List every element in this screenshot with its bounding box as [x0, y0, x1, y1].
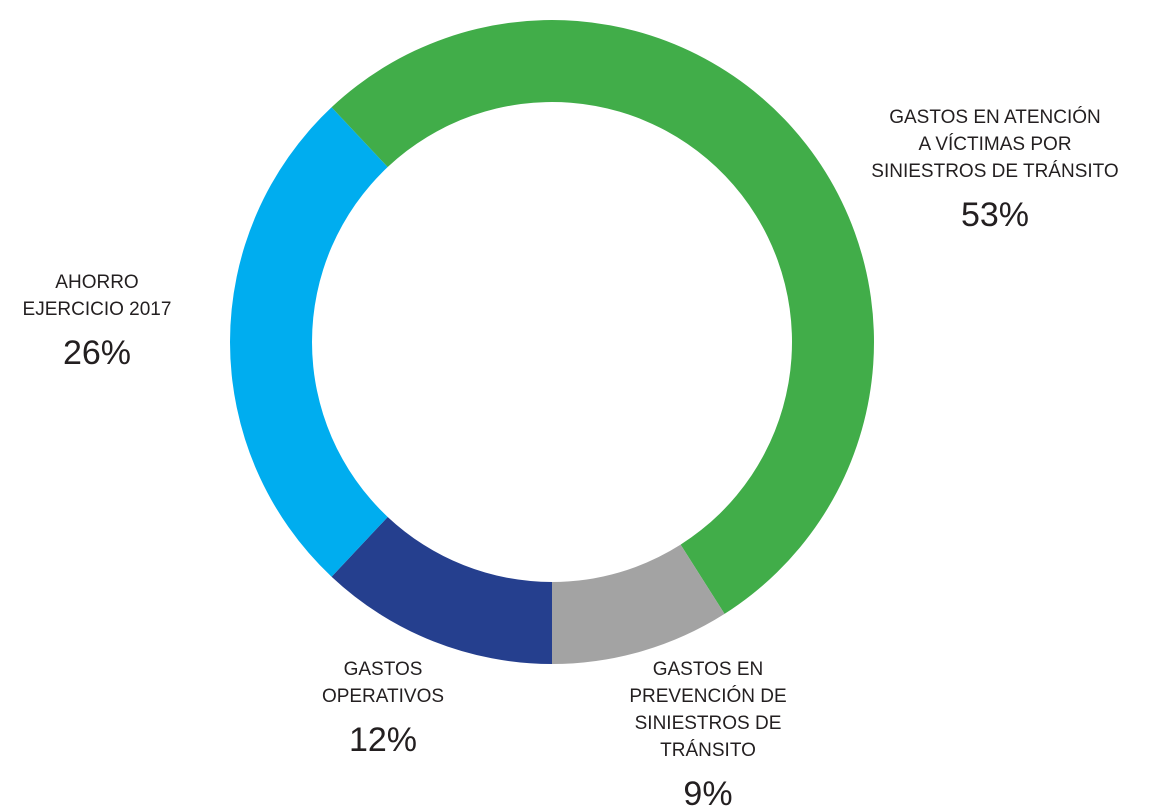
segment-label: AHORRO	[55, 272, 138, 293]
segment-value: 26%	[63, 334, 131, 372]
donut-segment	[331, 19, 875, 614]
segment-label: TRÁNSITO	[660, 740, 756, 761]
donut-segment	[229, 107, 388, 577]
segment-label: A VÍCTIMAS POR	[918, 134, 1071, 155]
segment-label: GASTOS EN	[653, 659, 764, 680]
segment-label: EJERCICIO 2017	[23, 299, 172, 320]
donut-segment	[331, 516, 552, 664]
segment-label: SINIESTROS DE TRÁNSITO	[871, 161, 1118, 182]
segment-value: 53%	[961, 196, 1029, 234]
segment-label: OPERATIVOS	[322, 686, 444, 707]
segment-label: PREVENCIÓN DE	[629, 685, 786, 707]
segment-label: GASTOS	[344, 659, 423, 680]
donut-segment	[552, 544, 725, 664]
segment-label: GASTOS EN ATENCIÓN	[889, 106, 1101, 128]
segment-value: 9%	[683, 775, 732, 812]
segment-value: 12%	[349, 721, 417, 759]
segment-label: SINIESTROS DE	[635, 713, 782, 734]
